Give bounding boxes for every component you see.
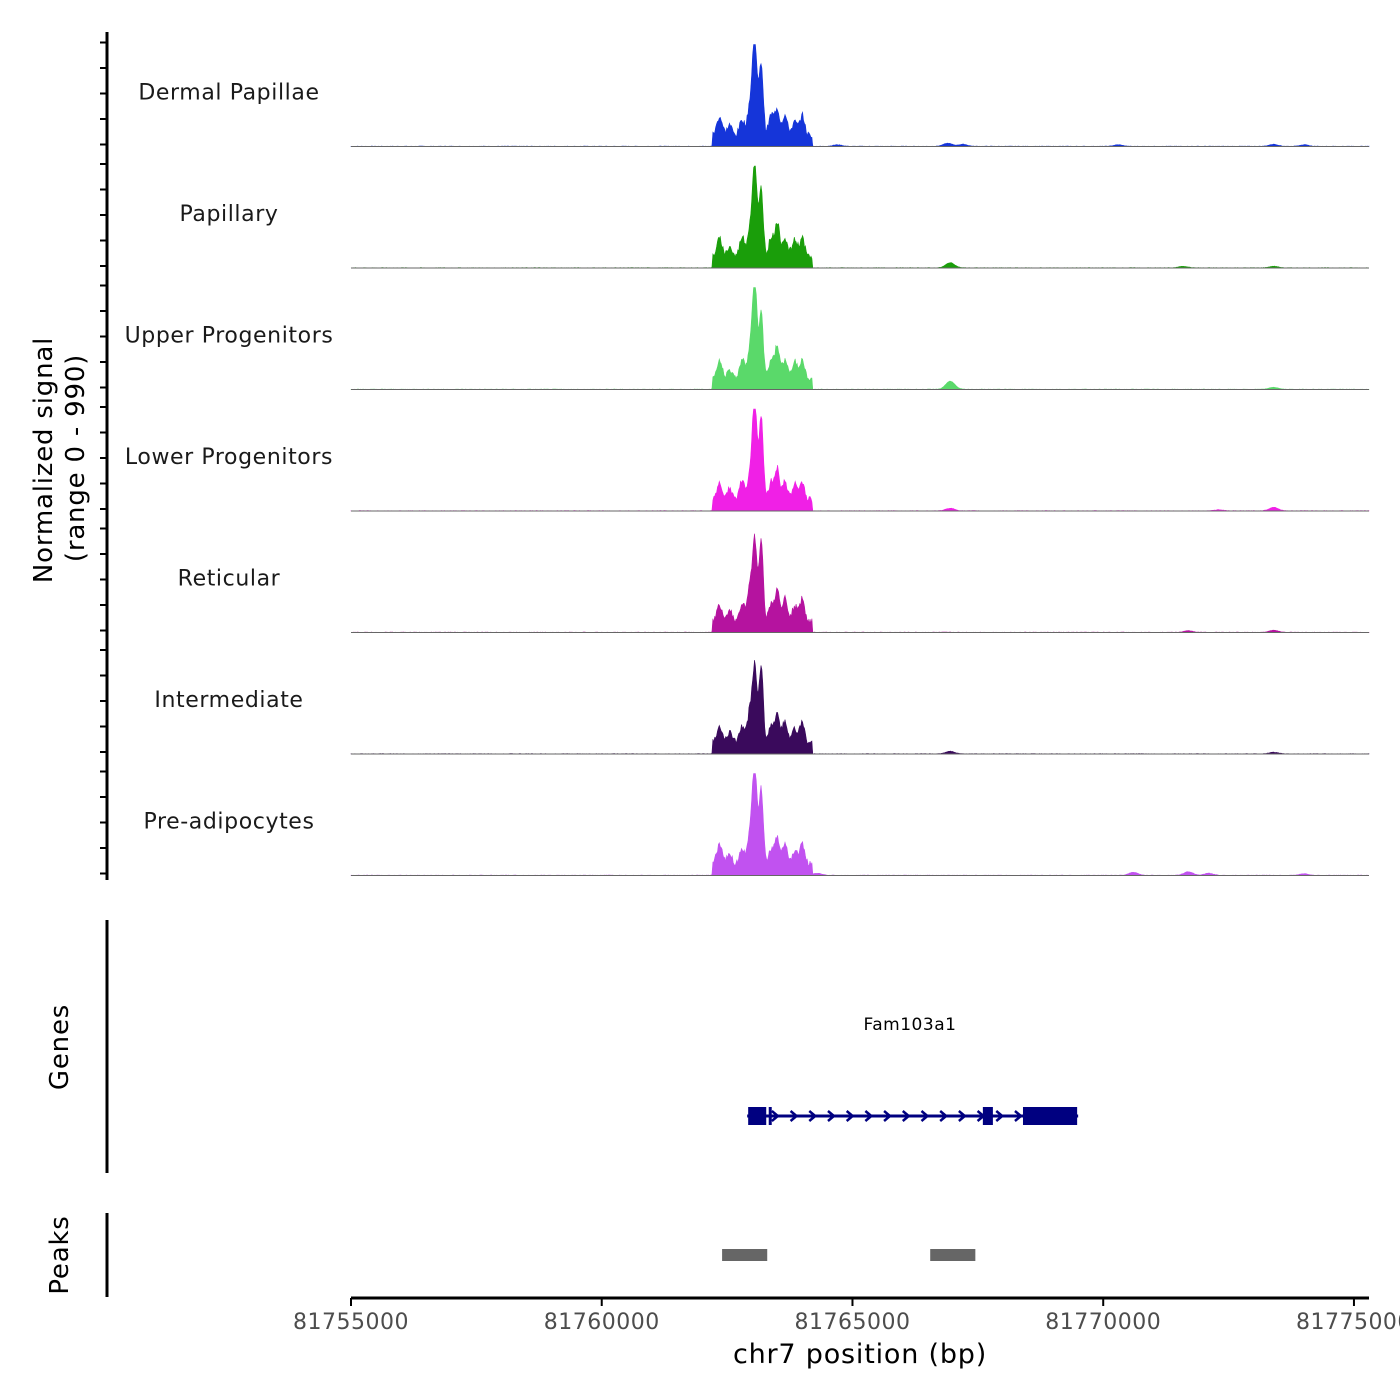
x-axis-ticks: 81755000 81760000 81765000 81770000 81775000 bbox=[293, 1298, 1400, 1335]
strand-arrow bbox=[789, 1110, 799, 1122]
strand-arrow bbox=[958, 1110, 967, 1122]
track-label-0: Dermal Papillae bbox=[138, 81, 319, 106]
track-5: Intermediate bbox=[154, 660, 1370, 755]
coverage-tracks: Dermal Papillae Papillary Upper Progenitor… bbox=[125, 44, 1370, 876]
coverage-y-ticks bbox=[100, 41, 107, 875]
x-tick-label-4: 81775000 bbox=[1296, 1310, 1400, 1335]
signal-area-4 bbox=[350, 533, 1370, 633]
strand-arrow bbox=[995, 1110, 1005, 1122]
strand-arrow bbox=[883, 1110, 893, 1122]
strand-arrow bbox=[845, 1110, 855, 1122]
exon-2 bbox=[982, 1107, 993, 1125]
strand-arrow bbox=[864, 1110, 874, 1122]
track-6: Pre-adipocytes bbox=[143, 773, 1370, 876]
track-label-4: Reticular bbox=[178, 567, 281, 592]
track-label-5: Intermediate bbox=[154, 688, 303, 713]
signal-area-1 bbox=[350, 165, 1370, 269]
x-tick-label-3: 81770000 bbox=[1045, 1310, 1161, 1335]
signal-area-5 bbox=[350, 660, 1370, 755]
signal-area-2 bbox=[350, 287, 1370, 390]
track-label-3: Lower Progenitors bbox=[125, 445, 333, 470]
x-tick-label-2: 81765000 bbox=[794, 1310, 910, 1335]
y-axis-title-line1: Normalized signal bbox=[29, 337, 59, 583]
peak-region-0 bbox=[722, 1249, 768, 1261]
track-label-6: Pre-adipocytes bbox=[143, 810, 314, 835]
exon-3 bbox=[1022, 1107, 1078, 1125]
strand-arrow bbox=[901, 1110, 911, 1122]
track-4: Reticular bbox=[178, 533, 1370, 633]
peak-regions bbox=[722, 1249, 976, 1261]
signal-area-3 bbox=[350, 408, 1370, 512]
strand-arrow bbox=[1014, 1110, 1023, 1122]
track-0: Dermal Papillae bbox=[138, 44, 1370, 147]
strand-arrow bbox=[827, 1110, 836, 1122]
signal-area-6 bbox=[350, 773, 1370, 876]
track-label-2: Upper Progenitors bbox=[125, 324, 334, 349]
x-tick-label-1: 81760000 bbox=[544, 1310, 660, 1335]
signal-area-0 bbox=[350, 44, 1370, 147]
y-axis-title-line2: (range 0 - 990) bbox=[61, 354, 91, 562]
track-2: Upper Progenitors bbox=[125, 287, 1370, 390]
peak-region-1 bbox=[930, 1249, 976, 1261]
gene-name-label: Fam103a1 bbox=[864, 1015, 957, 1035]
track-3: Lower Progenitors bbox=[125, 408, 1370, 512]
genes-track-title: Genes bbox=[45, 1004, 75, 1090]
track-1: Papillary bbox=[179, 165, 1370, 269]
strand-arrow bbox=[771, 1110, 780, 1122]
peaks-track-title: Peaks bbox=[45, 1215, 75, 1294]
strand-arrow bbox=[920, 1110, 930, 1122]
track-label-1: Papillary bbox=[179, 202, 278, 227]
exon-1 bbox=[768, 1107, 772, 1125]
gene-annotations: Fam103a1 bbox=[747, 1015, 1079, 1125]
strand-arrow bbox=[808, 1110, 818, 1122]
x-axis-title: chr7 position (bp) bbox=[733, 1339, 987, 1370]
x-tick-label-0: 81755000 bbox=[293, 1310, 409, 1335]
strand-arrow bbox=[939, 1110, 949, 1122]
exon-0 bbox=[748, 1107, 767, 1125]
